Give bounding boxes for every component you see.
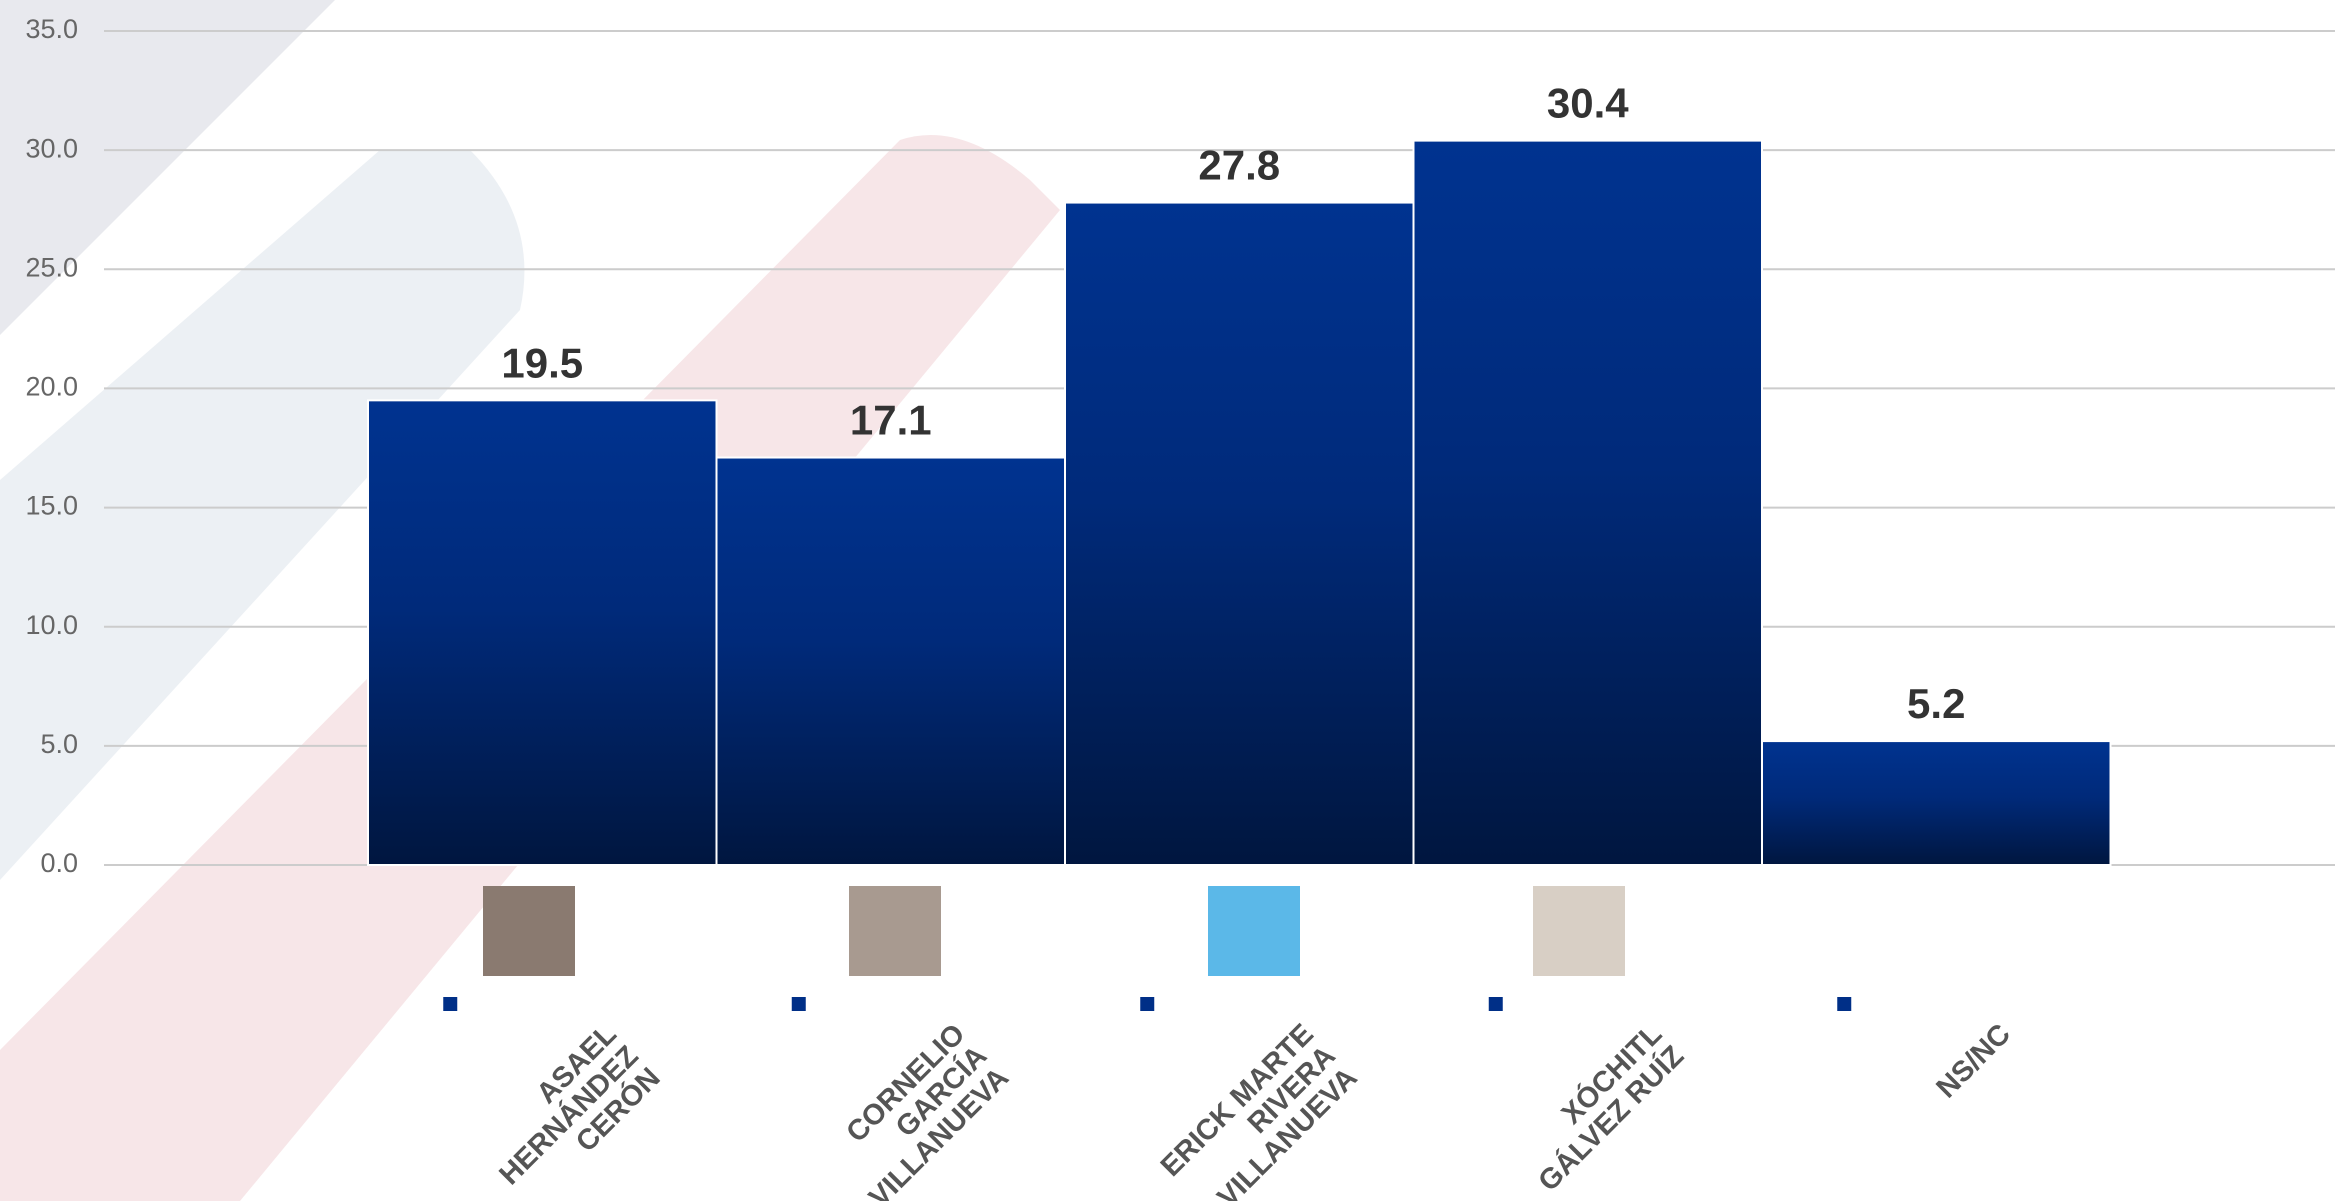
y-tick-label: 35.0 [25, 14, 78, 44]
bar [717, 458, 1066, 865]
y-tick-label: 25.0 [25, 252, 78, 282]
legend-marker [1488, 996, 1504, 1012]
x-tick-label: ASAELHERNÁNDEZCERÓN [471, 1018, 666, 1201]
candidate-photo [1208, 886, 1300, 976]
y-tick-label: 5.0 [40, 729, 78, 759]
y-tick-label: 10.0 [25, 610, 78, 640]
candidate-photo [849, 886, 941, 976]
x-tick-label: ERICK MARTERIVERAVILLANUEVA [1155, 1018, 1364, 1201]
value-label: 27.8 [1198, 142, 1280, 189]
candidate-photo [1533, 886, 1625, 976]
legend-marker [791, 996, 807, 1012]
legend-marker [442, 996, 458, 1012]
bar [1762, 741, 2111, 865]
legend-marker [1836, 996, 1852, 1012]
y-tick-label: 0.0 [40, 848, 78, 878]
value-label: 17.1 [850, 397, 932, 444]
bar [1414, 141, 1763, 865]
y-tick-label: 20.0 [25, 372, 78, 402]
bar [368, 400, 717, 865]
candidate-photo [483, 886, 575, 976]
value-label: 30.4 [1547, 80, 1629, 127]
candidate-photos [483, 886, 1625, 976]
value-label: 19.5 [501, 339, 583, 386]
y-tick-label: 30.0 [25, 133, 78, 163]
x-tick-label: CORNELIOGARCÍAVILLANUEVA [819, 1018, 1015, 1201]
legend-marker [1139, 996, 1155, 1012]
x-tick-label-line: NS/NC [1930, 1018, 2016, 1104]
chart: 0.0 5.0 10.0 15.0 20.0 25.0 30.0 35.0 19.5 ASAELH… [0, 0, 2335, 1201]
y-tick-label: 15.0 [25, 491, 78, 521]
value-label: 5.2 [1907, 680, 1965, 727]
x-tick-label: XÓCHITLGÁLVEZ RUÍZ [1509, 1016, 1690, 1197]
x-tick-label: NS/NC [1930, 1018, 2016, 1104]
bar [1065, 203, 1414, 865]
